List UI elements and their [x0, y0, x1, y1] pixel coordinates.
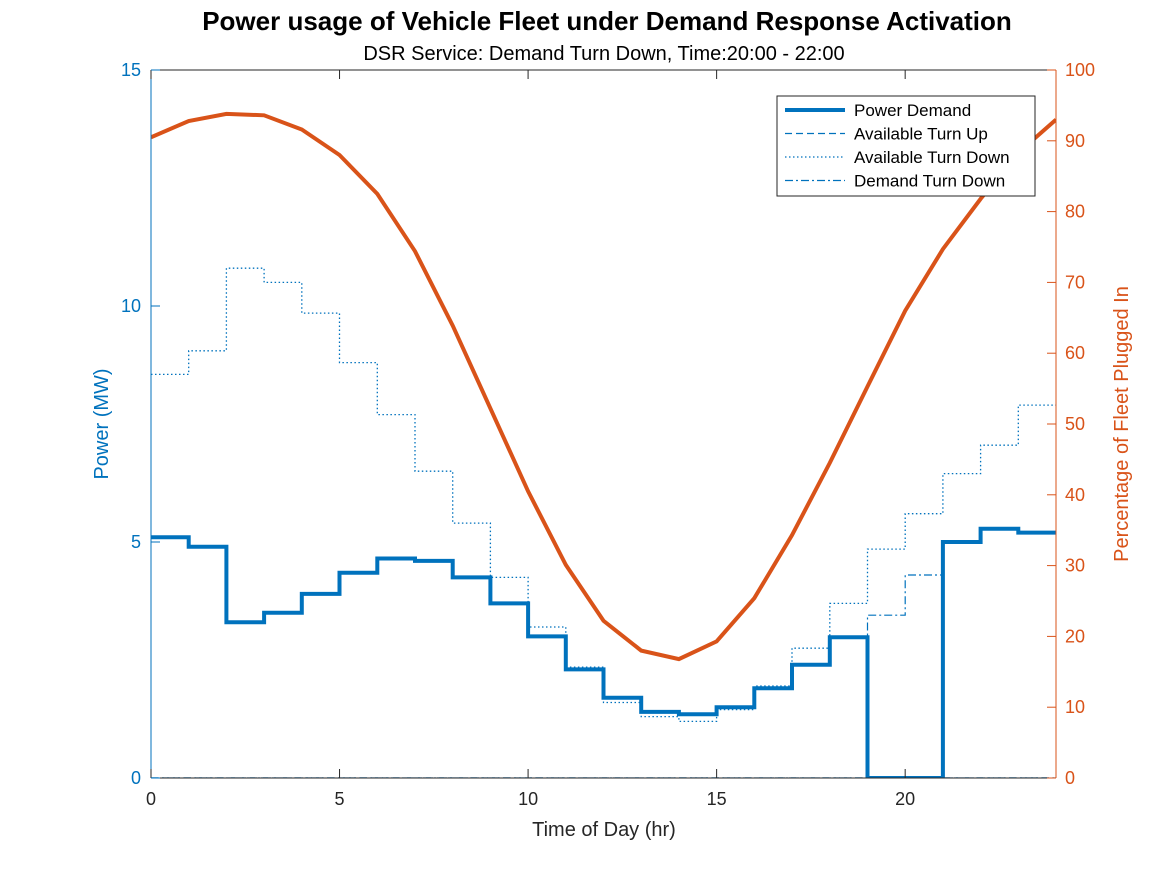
y-left-tick-label: 10 — [121, 296, 141, 316]
y-axis-left-label: Power (MW) — [91, 368, 113, 479]
x-tick-label: 10 — [518, 789, 538, 809]
plot-lines — [151, 111, 1056, 778]
series-line-power-demand — [151, 526, 1056, 778]
y-right-tick-label: 50 — [1065, 414, 1085, 434]
y-right-tick-label: 70 — [1065, 272, 1085, 292]
x-tick-label: 5 — [335, 789, 345, 809]
legend-label: Available Turn Down — [854, 148, 1010, 167]
series-line-available-turn-down — [151, 267, 1056, 723]
y-right-tick-label: 90 — [1065, 131, 1085, 151]
x-tick-label: 15 — [707, 789, 727, 809]
y-right-tick-label: 40 — [1065, 485, 1085, 505]
series-line-percentage-of-fleet-plugged-in — [151, 111, 1056, 662]
chart-subtitle: DSR Service: Demand Turn Down, Time:20:0… — [363, 43, 844, 65]
y-right-tick-label: 30 — [1065, 556, 1085, 576]
y-right-tick-label: 20 — [1065, 626, 1085, 646]
x-tick-label: 20 — [895, 789, 915, 809]
y-left-tick-label: 15 — [121, 60, 141, 80]
y-right-tick-label: 0 — [1065, 768, 1075, 788]
legend-label: Demand Turn Down — [854, 172, 1005, 191]
x-tick-label: 0 — [146, 789, 156, 809]
legend-label: Power Demand — [854, 101, 971, 120]
chart-title: Power usage of Vehicle Fleet under Deman… — [202, 6, 1012, 36]
y-left-tick-label: 5 — [131, 532, 141, 552]
legend-box — [776, 95, 1036, 197]
legend: Power Demand Available Turn Up Available T… — [776, 95, 1036, 197]
y-right-tick-label: 80 — [1065, 202, 1085, 222]
series-group — [151, 111, 1056, 778]
y-right-tick-label: 60 — [1065, 343, 1085, 363]
y-axis-right-label: Percentage of Fleet Plugged In — [1111, 286, 1133, 562]
legend-label: Available Turn Up — [854, 125, 988, 144]
y-left-tick-label: 0 — [131, 768, 141, 788]
x-axis-label: Time of Day (hr) — [532, 819, 676, 841]
y-right-tick-label: 10 — [1065, 697, 1085, 717]
y-right-tick-label: 100 — [1065, 60, 1095, 80]
axes: 0 5 10 15 20 0 5 10 15 0 10 20 30 40 50 60 70 80 90 100 — [121, 60, 1095, 809]
